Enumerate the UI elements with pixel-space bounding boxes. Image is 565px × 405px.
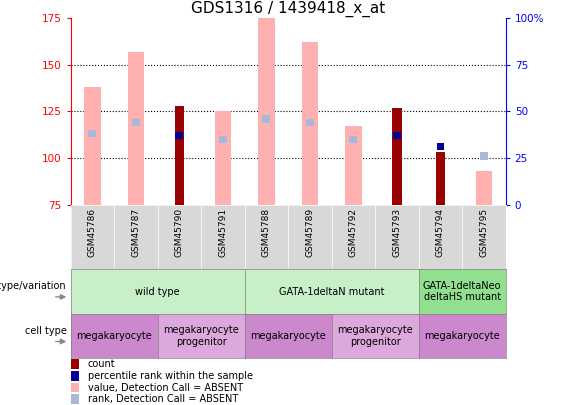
Bar <box>436 152 445 205</box>
Text: wild type: wild type <box>136 287 180 296</box>
Bar <box>89 130 96 137</box>
Bar <box>71 359 79 369</box>
Bar <box>350 136 357 143</box>
Text: megakaryocyte
progenitor: megakaryocyte progenitor <box>337 325 413 347</box>
Bar <box>132 119 140 126</box>
Text: count: count <box>88 359 116 369</box>
Text: megakaryocyte: megakaryocyte <box>76 331 152 341</box>
Bar <box>437 143 444 151</box>
Bar <box>476 171 492 205</box>
Text: GSM45787: GSM45787 <box>132 208 140 257</box>
Text: megakaryocyte: megakaryocyte <box>250 331 326 341</box>
Text: GSM45794: GSM45794 <box>436 208 445 257</box>
Text: GSM45788: GSM45788 <box>262 208 271 257</box>
Bar <box>258 18 275 205</box>
Bar <box>263 115 270 123</box>
Text: percentile rank within the sample: percentile rank within the sample <box>88 371 253 381</box>
Bar <box>219 136 227 143</box>
Text: value, Detection Call = ABSENT: value, Detection Call = ABSENT <box>88 383 243 392</box>
Text: GSM45795: GSM45795 <box>480 208 488 257</box>
Bar <box>480 152 488 160</box>
Bar <box>84 87 101 205</box>
Text: genotype/variation: genotype/variation <box>0 281 67 291</box>
Text: GSM45786: GSM45786 <box>88 208 97 257</box>
Text: GSM45792: GSM45792 <box>349 208 358 257</box>
Bar <box>392 108 402 205</box>
Bar <box>71 383 79 392</box>
Bar <box>128 52 144 205</box>
Text: GSM45790: GSM45790 <box>175 208 184 257</box>
Bar <box>71 371 79 381</box>
Text: GSM45793: GSM45793 <box>393 208 401 257</box>
Bar <box>71 394 79 404</box>
Bar <box>215 111 231 205</box>
Text: megakaryocyte
progenitor: megakaryocyte progenitor <box>163 325 239 347</box>
Bar <box>345 126 362 205</box>
Bar <box>306 119 314 126</box>
Text: GSM45791: GSM45791 <box>219 208 227 257</box>
Text: megakaryocyte: megakaryocyte <box>424 331 500 341</box>
Bar <box>302 43 318 205</box>
Text: GATA-1deltaNeo
deltaHS mutant: GATA-1deltaNeo deltaHS mutant <box>423 281 501 303</box>
Title: GDS1316 / 1439418_x_at: GDS1316 / 1439418_x_at <box>191 1 385 17</box>
Text: cell type: cell type <box>24 326 67 336</box>
Text: GSM45789: GSM45789 <box>306 208 314 257</box>
Bar <box>393 132 401 139</box>
Text: rank, Detection Call = ABSENT: rank, Detection Call = ABSENT <box>88 394 238 404</box>
Bar <box>175 106 184 205</box>
Bar <box>176 132 183 139</box>
Text: GATA-1deltaN mutant: GATA-1deltaN mutant <box>279 287 384 296</box>
